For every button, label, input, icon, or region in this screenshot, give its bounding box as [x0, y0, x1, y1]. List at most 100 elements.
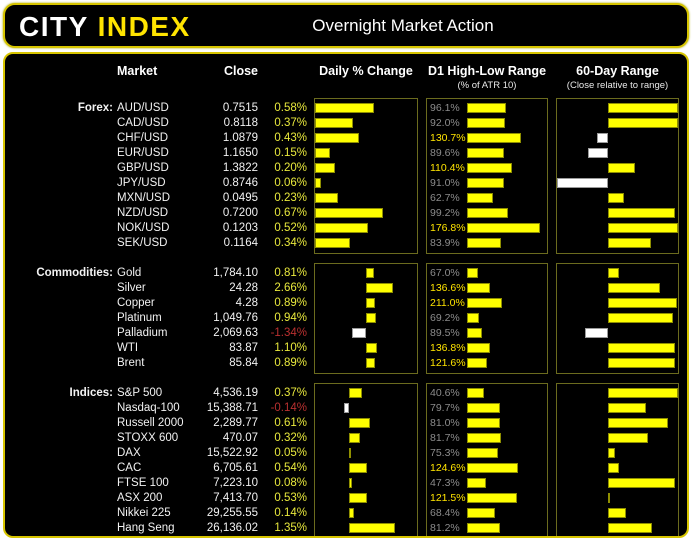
d1-range-bar: [467, 508, 496, 518]
d1-range-cell: 176.8%: [427, 221, 547, 236]
close-value: 24.28: [229, 282, 258, 294]
market-label: CAC: [117, 462, 142, 474]
range60-bar: [608, 418, 668, 428]
range60-cell: [557, 401, 678, 416]
market-row: Nikkei 225 29,255.55 0.14%: [5, 506, 307, 521]
section-forex: Forex: AUD/USD 0.7515 0.58% CAD/USD 0.8118 0.3…: [5, 98, 687, 254]
close-value: 0.1164: [223, 237, 258, 249]
range60-cell: [557, 176, 678, 191]
atr-range-value: 136.8%: [430, 342, 466, 354]
d1-range-bar: [467, 478, 487, 488]
range60-cell: [557, 386, 678, 401]
column-header-d1-range-subtitle: (% of ATR 10): [457, 80, 517, 91]
d1-range-track: [467, 401, 547, 416]
d1-range-bar: [467, 193, 493, 203]
section-label: [5, 161, 117, 176]
close-value: 1.3822: [222, 162, 258, 174]
d1-range-bar: [467, 178, 505, 188]
section-label: [5, 461, 117, 476]
close-value: 470.07: [222, 432, 258, 444]
d1-range-cell: 121.6%: [427, 356, 547, 371]
range60-bar: [608, 478, 676, 488]
market-row: Palladium 2,069.63 -1.34%: [5, 326, 307, 341]
market-label: Hang Seng: [117, 522, 175, 534]
atr-range-value: 176.8%: [430, 222, 466, 234]
close-value: 85.84: [229, 357, 258, 369]
section-label: [5, 341, 117, 356]
d1-range-cell: 136.6%: [427, 281, 547, 296]
daily-change-bar: [348, 388, 362, 398]
range60-bar: [608, 268, 619, 278]
atr-range-value: 62.7%: [430, 192, 460, 204]
range60-bar: [608, 238, 652, 248]
daily-change-bar: [315, 223, 369, 233]
daily-change-value: 0.54%: [274, 462, 307, 474]
range60-bar: [596, 133, 609, 143]
close-value: 7,413.70: [213, 492, 258, 504]
close-value: 1,049.76: [213, 312, 258, 324]
daily-change-bar: [315, 103, 375, 113]
range60-bar: [608, 223, 678, 233]
daily-change-bar: [352, 328, 366, 338]
daily-change-value: 0.32%: [274, 432, 307, 444]
market-row: STOXX 600 470.07 0.32%: [5, 431, 307, 446]
close-value: 1.1650: [222, 147, 258, 159]
daily-change-bar: [315, 178, 322, 188]
column-header-close: Close: [223, 64, 258, 78]
atr-range-value: 121.5%: [430, 492, 466, 504]
daily-change-value: 0.61%: [274, 417, 307, 429]
close-value: 7,223.10: [213, 477, 258, 489]
section-label: [5, 281, 117, 296]
d1-range-cell: 81.7%: [427, 431, 547, 446]
daily-change-value: 0.94%: [274, 312, 307, 324]
market-label: NOK/USD: [117, 222, 170, 234]
d1-range-cell: 47.3%: [427, 476, 547, 491]
daily-change-value: 0.89%: [274, 297, 307, 309]
d1-range-track: [467, 506, 547, 521]
column-header-d1-range: D1 High-Low Range (% of ATR 10): [426, 64, 548, 98]
range60-bar: [585, 328, 609, 338]
daily-change-bar: [348, 508, 354, 518]
daily-change-value: 0.08%: [274, 477, 307, 489]
d1-range-bar: [467, 328, 482, 338]
market-row: Nasdaq-100 15,388.71 -0.14%: [5, 401, 307, 416]
d1-range-bar: [467, 388, 484, 398]
section-label: [5, 416, 117, 431]
atr-range-value: 124.6%: [430, 462, 466, 474]
d1-range-panel: 40.6% 79.7% 81.0% 81.7% 75.3% 124.6% 47.3% 121.…: [426, 383, 548, 536]
daily-change-cell: [315, 311, 417, 326]
d1-range-bar: [467, 163, 513, 173]
daily-change-bar: [348, 448, 351, 458]
range60-bar: [608, 388, 678, 398]
d1-range-cell: 81.2%: [427, 521, 547, 536]
range60-cell: [557, 221, 678, 236]
daily-change-value: 0.53%: [274, 492, 307, 504]
market-label: GBP/USD: [117, 162, 169, 174]
market-row: FTSE 100 7,223.10 0.08%: [5, 476, 307, 491]
close-value: 26,136.02: [206, 522, 258, 534]
d1-range-bar: [467, 358, 488, 368]
daily-change-bar: [366, 283, 394, 293]
market-label: CAD/USD: [117, 117, 169, 129]
d1-range-bar: [467, 433, 501, 443]
daily-change-panel: [314, 98, 418, 254]
range60-bar: [608, 118, 678, 128]
close-value: 0.7515: [222, 102, 258, 114]
section-label: [5, 446, 117, 461]
range60-cell: [557, 491, 678, 506]
range60-bar: [608, 358, 676, 368]
daily-change-cell: [315, 116, 417, 131]
market-label: WTI: [117, 342, 139, 354]
range60-panel: [556, 263, 679, 374]
atr-range-value: 79.7%: [430, 402, 460, 414]
d1-range-cell: 89.5%: [427, 326, 547, 341]
daily-change-cell: [315, 446, 417, 461]
markets-column: Indices: S&P 500 4,536.19 0.37% Nasdaq-100 15…: [5, 383, 307, 536]
daily-change-bar: [315, 193, 339, 203]
atr-range-value: 110.4%: [430, 162, 465, 174]
range60-cell: [557, 206, 678, 221]
daily-change-value: 0.89%: [274, 357, 307, 369]
atr-range-value: 83.9%: [430, 237, 460, 249]
daily-change-bar: [348, 523, 395, 533]
range60-bar: [608, 403, 646, 413]
